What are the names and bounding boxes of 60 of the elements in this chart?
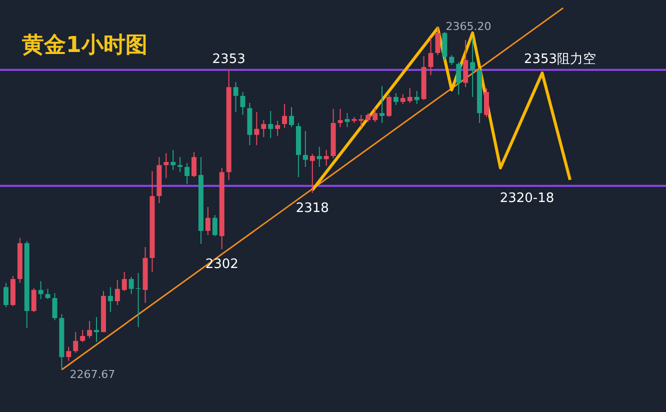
candlestick (87, 320, 92, 339)
candlestick (324, 150, 329, 166)
candlestick (470, 37, 476, 98)
candlestick (205, 206, 210, 236)
candlestick (316, 146, 322, 168)
annotation: 2318 (296, 200, 329, 216)
candlestick (435, 26, 440, 56)
candlestick (233, 82, 238, 113)
candlestick (463, 39, 468, 88)
annotation: 2302 (205, 257, 238, 272)
candlestick (338, 108, 343, 128)
candlestick (164, 152, 169, 179)
annotation: 2365.20 (446, 20, 492, 33)
candlestick (178, 156, 183, 173)
candlestick (414, 90, 420, 104)
candlestick (261, 120, 266, 138)
candlestick (128, 276, 134, 295)
candlestick (184, 162, 190, 185)
candlestick (192, 152, 197, 178)
candlestick (456, 62, 462, 96)
candlestick (45, 288, 50, 300)
candlestick (484, 88, 489, 118)
candlestick (108, 286, 113, 313)
candlestick (66, 346, 72, 362)
candlestick (428, 37, 434, 76)
candlestick (449, 54, 454, 66)
ref-line-label: 2353阻力空 (524, 52, 596, 67)
candlestick (344, 112, 350, 128)
chart-title: 黄金1小时图 (21, 33, 148, 58)
candlestick (282, 103, 288, 128)
candlestick (254, 112, 260, 146)
candlestick (407, 88, 412, 104)
candlestick (52, 292, 58, 321)
candlestick (393, 92, 398, 106)
candlestick (289, 106, 294, 128)
candlestick (302, 130, 308, 168)
candlestick (240, 92, 246, 116)
candlestick (80, 330, 86, 342)
candlestick (212, 214, 218, 237)
candlestick (136, 272, 141, 328)
candlestick (31, 288, 36, 313)
candlestick (73, 332, 78, 354)
candlestick (380, 86, 385, 124)
candlestick (122, 272, 127, 292)
ref-line-label: 2320-18 (500, 190, 554, 206)
candlestick (3, 282, 8, 308)
candlestick (114, 280, 120, 306)
candlestick (358, 114, 364, 128)
candlestick (372, 108, 378, 122)
candlestick (268, 110, 274, 139)
candlestick (386, 94, 392, 118)
candlestick (275, 120, 280, 136)
candlestick (310, 153, 315, 194)
candlestick (94, 316, 100, 342)
candlestick (442, 31, 448, 61)
candlestick (400, 94, 406, 104)
annotation: 2353 (212, 52, 246, 67)
candlestick (170, 150, 176, 171)
annotation: 2267.67 (70, 368, 116, 381)
candlestick (38, 280, 44, 300)
